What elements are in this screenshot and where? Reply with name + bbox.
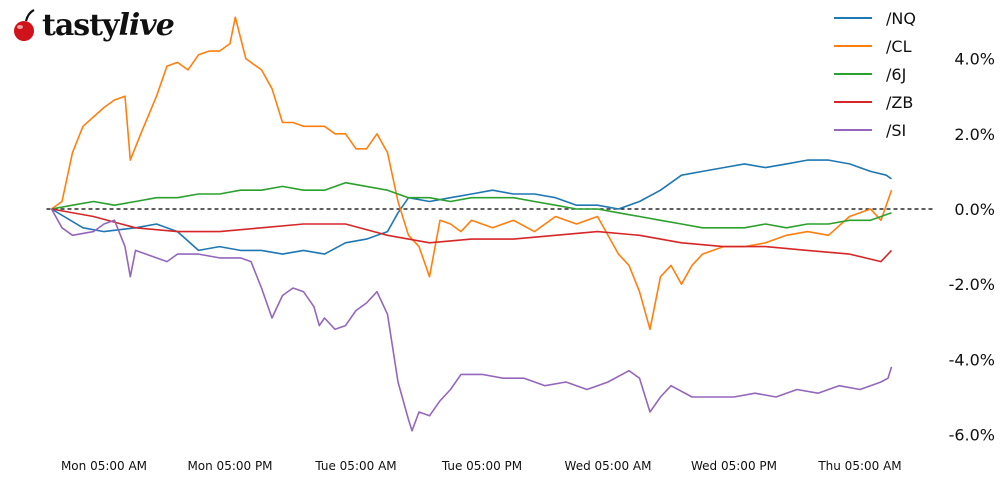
cherry-icon — [14, 8, 35, 41]
series-line-si — [50, 208, 893, 432]
y-tick-label: 0.0% — [954, 200, 995, 219]
x-tick-label: Mon 05:00 PM — [187, 459, 272, 473]
legend-label: /ZB — [886, 93, 913, 112]
x-tick-label: Mon 05:00 AM — [61, 459, 147, 473]
tastylive-logo: tastylive — [8, 8, 175, 43]
legend-label: /SI — [886, 121, 906, 140]
y-tick-label: -4.0% — [949, 350, 995, 369]
logo-text: tastylive — [42, 8, 175, 43]
series-line-6j — [51, 181, 892, 229]
y-tick-label: 4.0% — [954, 50, 995, 69]
series-line-zb — [51, 208, 893, 263]
y-tick-label: -6.0% — [949, 426, 995, 445]
y-tick-label: 2.0% — [954, 125, 995, 144]
legend-label: /6J — [886, 65, 906, 84]
x-tick-label: Tue 05:00 AM — [314, 459, 396, 473]
x-tick-label: Wed 05:00 AM — [565, 459, 652, 473]
legend-label: /CL — [886, 37, 912, 56]
x-tick-label: Wed 05:00 PM — [691, 459, 777, 473]
x-tick-label: Tue 05:00 PM — [441, 459, 522, 473]
x-tick-label: Thu 05:00 AM — [817, 459, 901, 473]
legend-label: /NQ — [886, 9, 916, 28]
series-line-nq — [51, 159, 892, 255]
y-tick-label: -2.0% — [949, 275, 995, 294]
series-line-cl — [51, 16, 893, 331]
